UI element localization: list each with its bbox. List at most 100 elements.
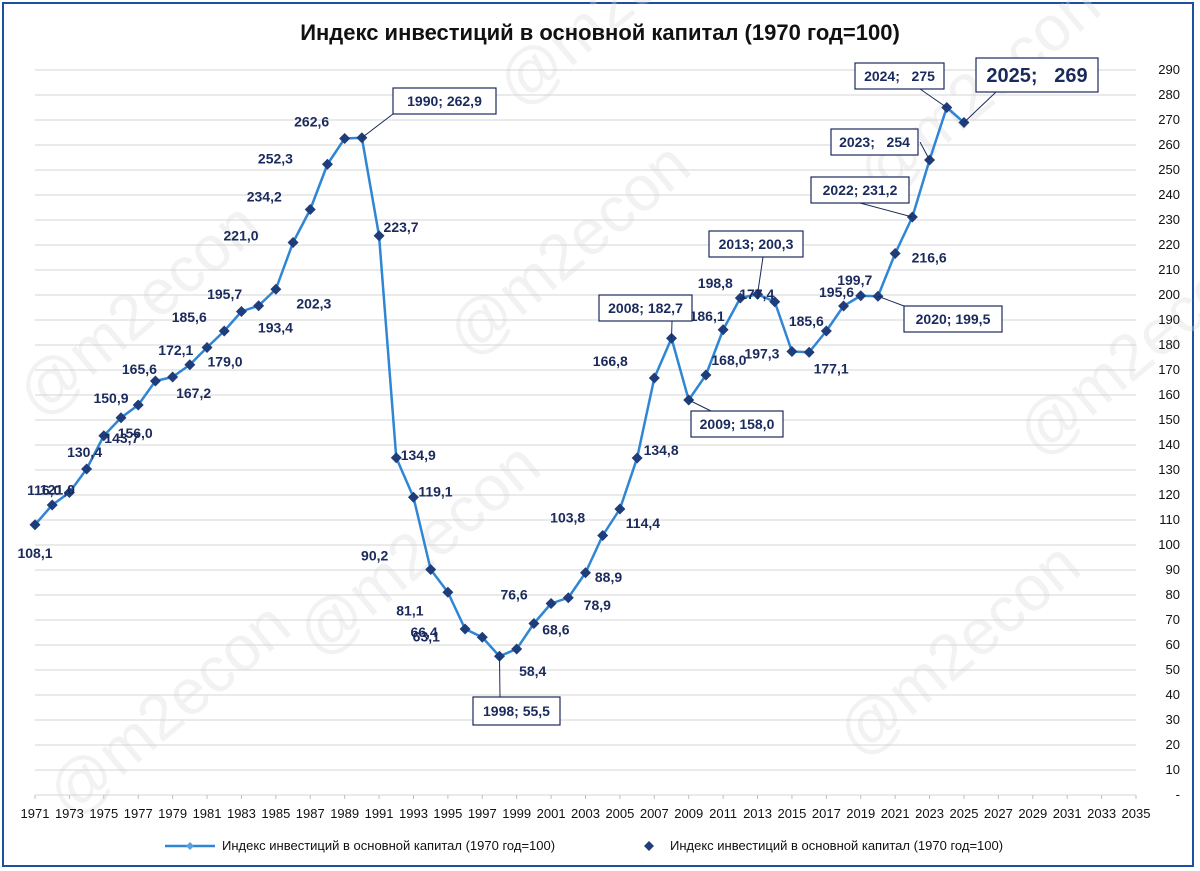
data-point-marker <box>98 430 110 442</box>
callout-label: 2020; 199,5 <box>916 311 991 327</box>
data-point-marker <box>786 346 798 357</box>
y-tick-label: 170 <box>1158 362 1180 377</box>
data-point-marker <box>838 300 850 312</box>
callout-box <box>975 57 1099 93</box>
x-tick-label: 2029 <box>1018 806 1047 821</box>
data-label: 121,0 <box>40 482 75 498</box>
x-tick-label: 1971 <box>21 806 50 821</box>
data-label: 195,7 <box>207 286 242 302</box>
callout-box <box>854 62 945 90</box>
data-point-marker <box>167 371 179 383</box>
y-tick-label: 30 <box>1166 712 1180 727</box>
data-point-marker <box>631 452 643 464</box>
y-tick-label: 220 <box>1158 237 1180 252</box>
callout-label: 2023; 254 <box>839 134 910 150</box>
y-axis-ticks: - 10 20 30 40 50 60 70 80 90 100 110 120 130 140 150 160… <box>1158 62 1180 802</box>
data-label: 216,6 <box>912 250 947 266</box>
data-label: 179,0 <box>208 354 243 370</box>
data-label: 198,8 <box>698 275 733 291</box>
x-tick-label: 1975 <box>89 806 118 821</box>
data-point-marker <box>304 204 316 215</box>
data-point-marker <box>373 230 385 242</box>
data-point-marker <box>63 487 75 498</box>
x-tick-label: 2005 <box>605 806 634 821</box>
data-label: 116,0 <box>27 482 61 498</box>
x-tick-label: 2035 <box>1122 806 1151 821</box>
data-label: 202,3 <box>296 295 331 311</box>
data-label: 108,1 <box>17 545 52 561</box>
x-tick-label: 2011 <box>709 806 737 821</box>
y-tick-label: 70 <box>1166 612 1180 627</box>
x-tick-label: 1987 <box>296 806 325 821</box>
data-point-marker <box>769 296 781 308</box>
x-tick-label: 1995 <box>433 806 462 821</box>
x-tick-label: 2019 <box>846 806 875 821</box>
y-tick-label: 210 <box>1158 262 1180 277</box>
data-label: 177,4 <box>739 286 774 302</box>
callout-label: 2024; 275 <box>864 68 935 84</box>
data-label: 63,1 <box>413 628 440 644</box>
y-tick-label: 200 <box>1158 287 1180 302</box>
data-label: 68,6 <box>542 622 569 638</box>
data-label: 150,9 <box>93 390 128 406</box>
y-tick-label: 80 <box>1166 587 1180 602</box>
data-label: 262,6 <box>294 114 329 130</box>
data-point-marker <box>562 592 574 604</box>
callout-leader-line <box>919 88 948 108</box>
y-tick-label: 120 <box>1158 487 1180 502</box>
data-point-marker <box>459 623 471 635</box>
data-point-marker <box>115 412 127 424</box>
data-label: 58,4 <box>519 663 546 679</box>
x-tick-label: 1981 <box>193 806 222 821</box>
callout-box <box>903 305 1003 333</box>
data-point-marker <box>580 567 591 579</box>
callout-box <box>708 230 804 258</box>
data-label: 134,8 <box>644 442 679 458</box>
data-label: 195,6 <box>819 284 854 300</box>
x-tick-label: 2015 <box>777 806 806 821</box>
y-tick-label: 290 <box>1158 62 1180 77</box>
x-axis: 1971 1973 1975 1977 1979 1981 1983 1985 1987 1989… <box>21 795 1151 821</box>
x-tick-label: 1973 <box>55 806 84 821</box>
data-point-marker <box>597 530 609 541</box>
y-tick-label: - <box>1176 787 1180 802</box>
data-point-marker <box>476 631 488 643</box>
data-label: 156,0 <box>118 425 153 441</box>
data-point-marker <box>253 300 265 312</box>
watermark-text: @m2econ <box>483 0 753 121</box>
callout-box <box>830 128 919 156</box>
callout-box <box>598 294 693 322</box>
y-tick-label: 130 <box>1158 462 1180 477</box>
y-tick-label: 100 <box>1158 537 1180 552</box>
data-point-marker <box>46 499 58 511</box>
x-tick-label: 2007 <box>640 806 669 821</box>
data-point-marker <box>407 491 419 503</box>
data-point-marker <box>425 564 437 575</box>
data-point-marker <box>321 158 333 170</box>
x-tick-label: 2025 <box>950 806 979 821</box>
legend-diamond-marker-icon <box>644 841 654 851</box>
y-tick-label: 90 <box>1166 562 1180 577</box>
legend: Индекс инвестиций в основной капитал (19… <box>165 838 1003 853</box>
x-tick-label: 2017 <box>812 806 841 821</box>
data-label: 134,9 <box>401 447 436 463</box>
data-point-marker <box>339 133 351 144</box>
legend-label-marker: Индекс инвестиций в основной капитал (19… <box>670 838 1003 853</box>
y-tick-label: 240 <box>1158 187 1180 202</box>
callout-label: 2025; 269 <box>986 65 1087 87</box>
x-tick-label: 1979 <box>158 806 187 821</box>
data-label: 81,1 <box>396 602 423 618</box>
callouts-layer: 1990; 262,9 1998; 55,5 2008; 182,7 2009; 15… <box>361 57 1099 726</box>
x-tick-label: 1993 <box>399 806 428 821</box>
data-point-marker <box>717 324 729 336</box>
x-tick-label: 1991 <box>365 806 394 821</box>
callout-label: 1990; 262,9 <box>407 93 482 109</box>
data-point-marker <box>442 586 454 598</box>
x-tick-label: 1985 <box>261 806 290 821</box>
data-label: 130,4 <box>67 444 102 460</box>
data-label: 88,9 <box>595 569 622 585</box>
data-label: 168,0 <box>711 352 746 368</box>
y-tick-label: 40 <box>1166 687 1180 702</box>
callout-leader-line <box>361 113 394 139</box>
